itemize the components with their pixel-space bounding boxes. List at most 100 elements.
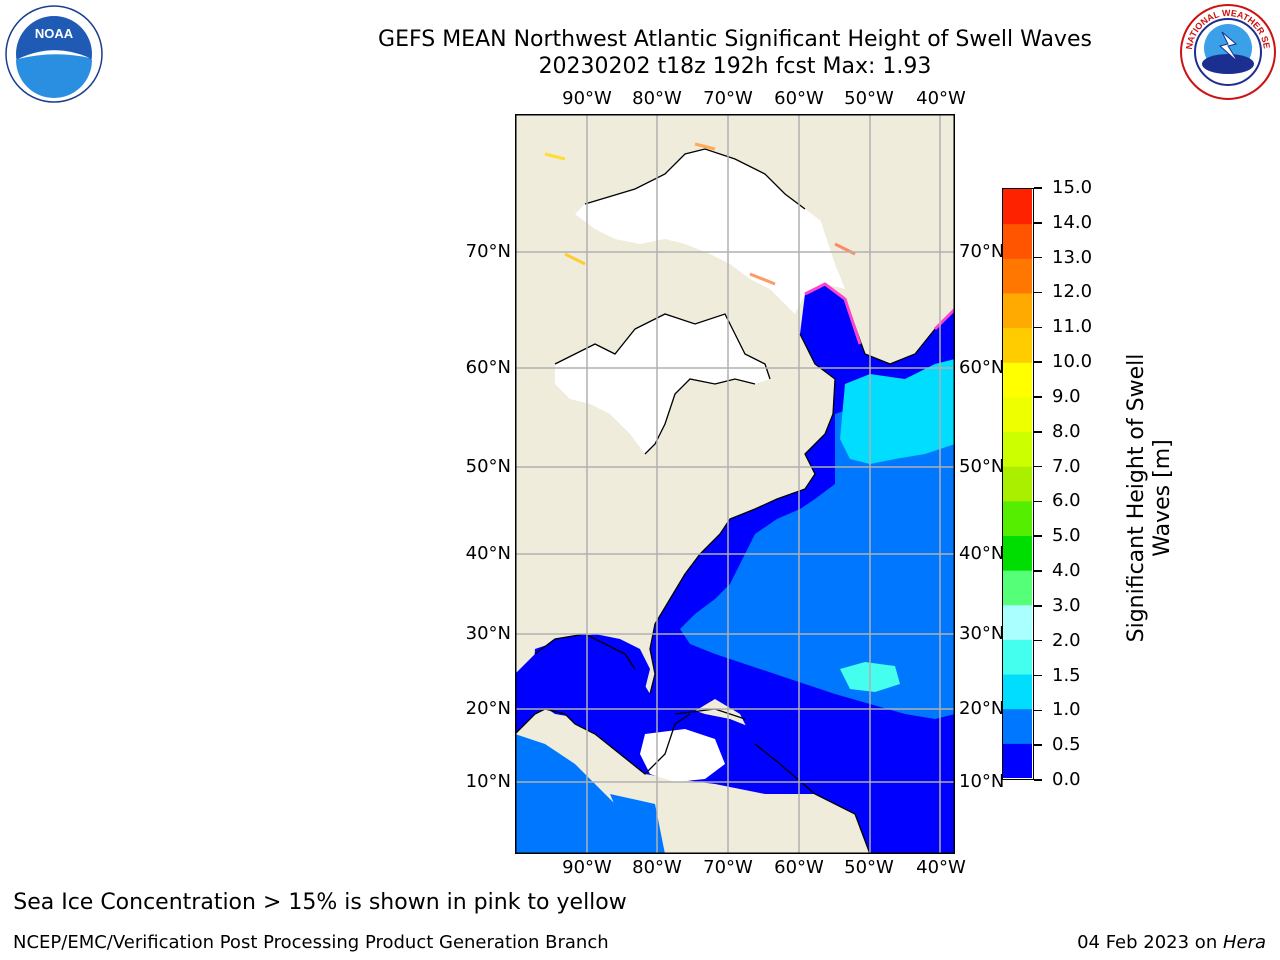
colorbar-swatch xyxy=(1003,535,1032,571)
lat-label-left: 30°N xyxy=(465,623,511,644)
colorbar-swatch xyxy=(1003,743,1032,778)
colorbar-tick-mark xyxy=(1034,396,1042,398)
colorbar-tick-mark xyxy=(1034,709,1042,712)
footer-date-text: 04 Feb 2023 on xyxy=(1077,932,1223,953)
colorbar-tick-label: 10.0 xyxy=(1052,351,1093,373)
lon-label-top: 50°W xyxy=(844,88,894,109)
footer-host: Hera xyxy=(1222,932,1266,953)
lat-label-right: 10°N xyxy=(959,771,1005,792)
colorbar-tick-label: 8.0 xyxy=(1052,420,1081,442)
colorbar-tick-mark xyxy=(1034,361,1042,363)
lat-label-right: 60°N xyxy=(959,357,1005,378)
map-title: GEFS MEAN Northwest Atlantic Significant… xyxy=(378,27,1092,52)
colorbar-swatch xyxy=(1003,570,1032,606)
colorbar-swatch xyxy=(1003,258,1032,294)
colorbar-swatch xyxy=(1003,500,1032,536)
lon-label-bottom: 90°W xyxy=(562,857,612,878)
map-panel xyxy=(514,114,957,855)
colorbar-tick-mark xyxy=(1034,187,1042,189)
colorbar-tick-mark xyxy=(1034,535,1042,537)
colorbar-tick-label: 9.0 xyxy=(1052,385,1081,407)
colorbar-tick-label: 7.0 xyxy=(1052,455,1081,477)
colorbar-tick-mark xyxy=(1034,465,1042,468)
colorbar-tick-mark xyxy=(1034,744,1042,746)
colorbar-tick-mark xyxy=(1034,639,1042,642)
lon-label-bottom: 50°W xyxy=(844,857,894,878)
lon-label-top: 70°W xyxy=(703,88,753,109)
colorbar-tick-label: 1.5 xyxy=(1052,664,1081,686)
colorbar-tick-mark xyxy=(1034,674,1042,677)
lat-label-left: 20°N xyxy=(465,698,511,719)
colorbar-tick-mark xyxy=(1034,779,1042,781)
colorbar-tick-label: 1.0 xyxy=(1052,699,1081,721)
colorbar-tick-label: 15.0 xyxy=(1052,177,1093,198)
lat-label-right: 20°N xyxy=(959,698,1005,719)
colorbar-tick-mark xyxy=(1034,570,1042,572)
colorbar-tick-label: 5.0 xyxy=(1052,525,1081,547)
colorbar-swatch xyxy=(1003,708,1032,744)
caribbean-south xyxy=(610,794,665,854)
graticule xyxy=(515,114,955,854)
arctic-islands-white xyxy=(575,149,855,314)
gulf-of-mexico xyxy=(533,634,650,719)
colorbar-tick-label: 14.0 xyxy=(1052,211,1093,233)
colorbar-tick-label: 13.0 xyxy=(1052,246,1093,268)
lon-label-bottom: 40°W xyxy=(916,857,966,878)
colorbar-tick-mark xyxy=(1034,256,1042,259)
ocean-swell-high xyxy=(840,359,955,464)
nws-logo: NATIONAL WEATHER SERVICE xyxy=(1175,0,1278,102)
lat-label-left: 70°N xyxy=(465,241,511,262)
sea-ice-caption: Sea Ice Concentration > 15% is shown in … xyxy=(13,890,627,915)
colorbar-tick-label: 11.0 xyxy=(1052,316,1093,338)
greenland-land xyxy=(755,114,955,364)
lat-label-right: 50°N xyxy=(959,456,1005,477)
lat-label-left: 60°N xyxy=(465,357,511,378)
colorbar-tick-label: 3.0 xyxy=(1052,594,1081,616)
colorbar-tick-mark xyxy=(1034,431,1042,433)
colorbar-tick-label: 12.0 xyxy=(1052,281,1093,303)
colorbar-swatch xyxy=(1003,292,1032,329)
map-border xyxy=(515,114,955,854)
colorbar-swatch xyxy=(1003,396,1032,433)
lon-label-bottom: 70°W xyxy=(703,857,753,878)
lon-label-bottom: 60°W xyxy=(774,857,824,878)
noaa-logo: NOAA xyxy=(4,4,104,104)
colorbar-tick-label: 2.0 xyxy=(1052,629,1081,651)
colorbar-tick-label: 6.0 xyxy=(1052,490,1081,512)
lon-label-top: 80°W xyxy=(632,88,682,109)
footer-credit: NCEP/EMC/Verification Post Processing Pr… xyxy=(13,932,609,953)
colorbar-swatch xyxy=(1003,674,1032,710)
lat-label-left: 40°N xyxy=(465,543,511,564)
colorbar-tick-mark xyxy=(1034,291,1042,294)
lon-label-top: 60°W xyxy=(774,88,824,109)
colorbar xyxy=(1002,188,1034,780)
colorbar-tick-mark xyxy=(1034,605,1042,607)
hudson-bay-white xyxy=(555,314,770,454)
lat-label-right: 40°N xyxy=(959,543,1005,564)
colorbar-tick-mark xyxy=(1034,326,1042,329)
lat-label-right: 70°N xyxy=(959,241,1005,262)
map-subtitle: 20230202 t18z 192h fcst Max: 1.93 xyxy=(538,54,932,79)
lon-label-bottom: 80°W xyxy=(632,857,682,878)
caribbean-white-patch xyxy=(640,729,725,782)
lat-label-left: 50°N xyxy=(465,456,511,477)
colorbar-tick-label: 0.5 xyxy=(1052,734,1081,756)
colorbar-swatches xyxy=(1003,189,1032,778)
colorbar-tick-label: 0.0 xyxy=(1052,769,1081,790)
colorbar-title: Significant Height of Swell Waves [m] xyxy=(1124,353,1175,643)
svg-text:NOAA: NOAA xyxy=(35,26,74,41)
lon-label-top: 90°W xyxy=(562,88,612,109)
ocean-swell-medium xyxy=(680,394,955,719)
colorbar-swatch xyxy=(1003,362,1032,398)
colorbar-swatch xyxy=(1003,639,1032,675)
colorbar-swatch xyxy=(1003,189,1032,225)
colorbar-swatch xyxy=(1003,327,1032,363)
lat-label-right: 30°N xyxy=(959,623,1005,644)
colorbar-tick-label: 4.0 xyxy=(1052,560,1081,582)
colorbar-swatch xyxy=(1003,223,1032,259)
colorbar-swatch xyxy=(1003,604,1032,640)
lat-label-left: 10°N xyxy=(465,771,511,792)
map-canvas xyxy=(514,114,957,855)
footer-date: 04 Feb 2023 on Hera xyxy=(1077,932,1266,953)
colorbar-tick-mark xyxy=(1034,222,1042,224)
